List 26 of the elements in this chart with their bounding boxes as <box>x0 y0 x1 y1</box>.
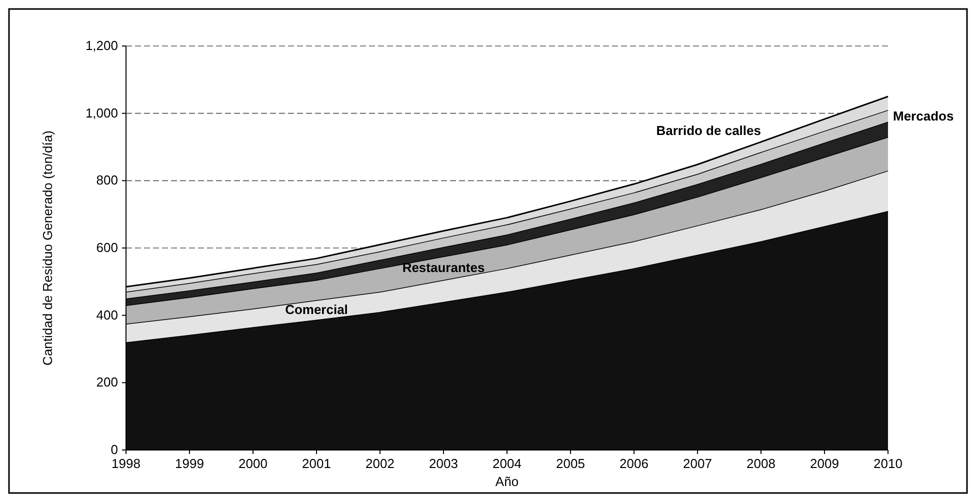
x-tick-label: 2001 <box>302 456 331 471</box>
y-axis-title: Cantidad de Residuo Generado (ton/día) <box>40 130 55 366</box>
x-tick-label: 2009 <box>810 456 839 471</box>
series-label: Restaurantes <box>402 260 485 276</box>
x-tick-label: 2003 <box>429 456 458 471</box>
x-tick-label: 2010 <box>874 456 902 471</box>
series-label: Comercial <box>285 302 348 317</box>
x-tick-label: 2002 <box>366 456 394 471</box>
x-tick-label: 1999 <box>175 456 204 471</box>
x-tick-label: 1998 <box>112 456 140 471</box>
x-tick-label: 2005 <box>556 456 585 471</box>
y-tick-label: 800 <box>96 172 118 188</box>
y-tick-label: 600 <box>96 240 118 255</box>
x-tick-label: 2006 <box>620 456 648 471</box>
x-tick-label: 2004 <box>492 456 522 471</box>
y-tick-label: 0 <box>110 442 118 457</box>
x-axis-title: Año <box>495 474 519 489</box>
y-tick-label: 200 <box>96 374 118 390</box>
y-tick-label: 1,200 <box>85 38 118 53</box>
x-tick-label: 2008 <box>746 456 776 471</box>
series-label: Mercados <box>893 108 954 124</box>
y-tick-label: 400 <box>96 307 118 322</box>
x-tick-label: 2000 <box>238 456 268 471</box>
y-tick-label: 1,000 <box>85 105 118 120</box>
series-label: Barrido de calles <box>656 122 761 138</box>
x-tick-label: 2007 <box>683 456 712 471</box>
